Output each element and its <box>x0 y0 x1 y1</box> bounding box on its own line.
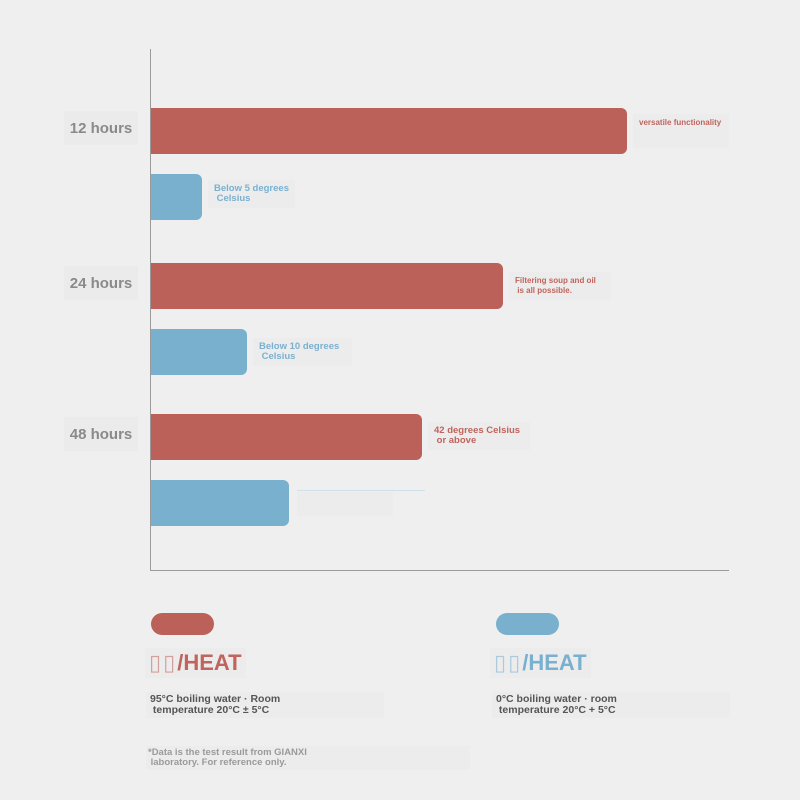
faint-divider <box>297 490 425 491</box>
annotation-cold-12h: Below 5 degrees Celsius <box>208 180 295 208</box>
legend-hot-label: /HEAT <box>177 650 242 675</box>
faint-placeholder <box>297 492 393 516</box>
category-label-24h: 24 hours <box>64 266 138 300</box>
x-axis-line <box>150 570 729 571</box>
annotation-hot-12h: versatile functionality <box>633 114 729 148</box>
legend-hot-title: ▯▯/HEAT <box>145 648 246 678</box>
legend-cold-title: ▯▯/HEAT <box>490 648 591 678</box>
category-label-48h: 48 hours <box>64 417 138 451</box>
legend-cold-glyphs: ▯▯ <box>494 650 523 675</box>
legend-cold-label: /HEAT <box>522 650 587 675</box>
bar-cold-48h <box>151 480 289 526</box>
legend-hot-glyphs: ▯▯ <box>149 650 178 675</box>
bar-chart: 12 hours 24 hours 48 hours versatile fun… <box>64 49 729 571</box>
annotation-hot-48h: 42 degrees Celsius or above <box>428 422 530 450</box>
footnote: *Data is the test result from GIANXI lab… <box>146 746 470 770</box>
category-label-12h: 12 hours <box>64 111 138 145</box>
annotation-hot-24h: Filtering soup and oil is all possible. <box>509 272 611 300</box>
annotation-cold-24h: Below 10 degrees Celsius <box>253 338 352 366</box>
bar-hot-12h <box>151 108 627 154</box>
legend-hot-desc: 95°C boiling water · Room temperature 20… <box>146 692 384 718</box>
bar-cold-12h <box>151 174 202 220</box>
bar-hot-48h <box>151 414 422 460</box>
legend-cold-swatch <box>496 613 559 635</box>
legend-hot-swatch <box>151 613 214 635</box>
legend-cold-desc: 0°C boiling water · room temperature 20°… <box>492 692 730 718</box>
bar-hot-24h <box>151 263 503 309</box>
bar-cold-24h <box>151 329 247 375</box>
y-axis-line <box>150 49 151 571</box>
